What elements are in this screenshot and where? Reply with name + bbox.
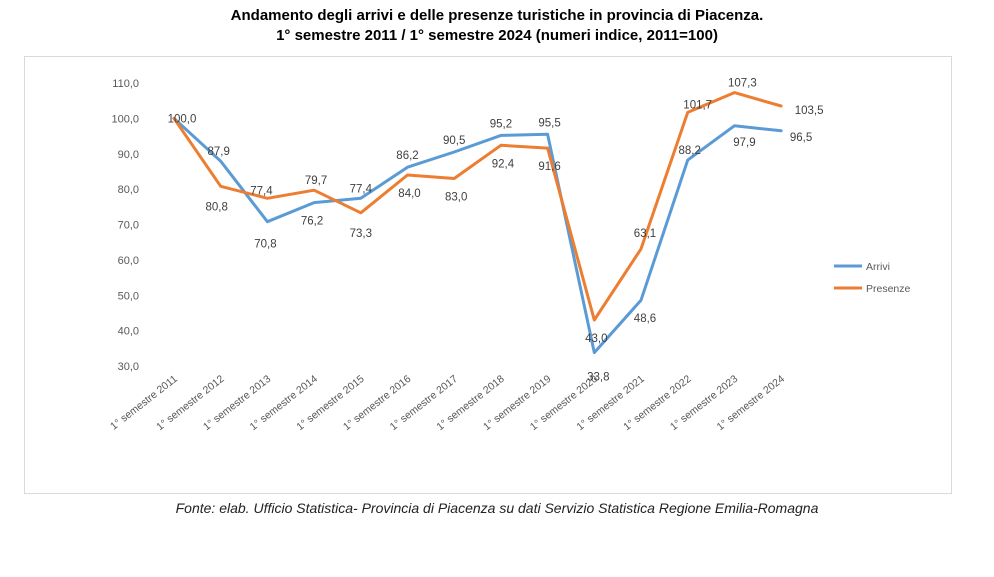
data-label-arrivi: 95,2 [490, 118, 512, 130]
data-label-presenze: 77,4 [250, 185, 273, 197]
data-label-presenze: 83,0 [445, 192, 467, 204]
data-label-presenze: 101,7 [683, 99, 712, 111]
y-tick-label: 80,0 [118, 184, 139, 196]
data-label-presenze: 80,8 [206, 201, 228, 213]
data-label-arrivi: 90,5 [443, 135, 465, 147]
data-label-presenze: 43,0 [585, 333, 607, 345]
data-label-arrivi: 48,6 [634, 313, 656, 325]
source-note: Fonte: elab. Ufficio Statistica- Provinc… [175, 500, 819, 516]
data-label-presenze: 73,3 [350, 228, 372, 240]
y-tick-label: 30,0 [118, 361, 139, 373]
data-label-arrivi: 33,8 [587, 372, 609, 384]
data-label-arrivi: 86,2 [396, 150, 418, 162]
series-lines [172, 91, 783, 355]
data-labels: 100,0 87,9 70,8 76,2 77,4 86,2 90,5 95,2 95,5 33,… [168, 78, 824, 384]
y-tick-label: 90,0 [118, 149, 139, 161]
data-label-arrivi: 95,5 [538, 117, 560, 129]
data-label-arrivi: 88,2 [679, 145, 701, 157]
legend-label-presenze: Presenze [866, 283, 911, 295]
chart-title-line1: Andamento degli arrivi e delle presenze … [230, 7, 764, 24]
series-line-presenze [172, 91, 783, 322]
data-label-presenze: 91,6 [538, 161, 560, 173]
data-label-presenze: 92,4 [492, 158, 515, 170]
data-label-presenze: 84,0 [398, 188, 420, 200]
y-tick-label: 110,0 [112, 78, 139, 90]
data-label-arrivi: 96,5 [790, 132, 812, 144]
series-line-arrivi [172, 116, 783, 355]
data-label-arrivi: 76,2 [301, 216, 323, 228]
y-tick-label: 60,0 [118, 255, 139, 267]
chart-title-line2: 1° semestre 2011 / 1° semestre 2024 (num… [276, 27, 718, 44]
y-tick-label: 100,0 [111, 113, 139, 125]
y-tick-label: 40,0 [118, 326, 139, 338]
y-tick-label: 70,0 [118, 220, 139, 232]
data-label-presenze: 107,3 [728, 78, 757, 90]
data-label-arrivi: 100,0 [168, 113, 197, 125]
data-label-arrivi: 97,9 [733, 137, 755, 149]
y-tick-label: 50,0 [118, 290, 139, 302]
data-label-presenze: 63,1 [634, 228, 656, 240]
legend: Arrivi Presenze [834, 261, 911, 295]
data-label-presenze: 103,5 [795, 105, 824, 117]
data-label-arrivi: 77,4 [350, 183, 373, 195]
data-label-arrivi: 70,8 [254, 239, 276, 251]
legend-label-arrivi: Arrivi [866, 261, 890, 273]
chart-frame [24, 56, 952, 494]
y-axis: 30,0 40,0 50,0 60,0 70,0 80,0 90,0 100,0 110,0 [111, 78, 139, 373]
data-label-presenze: 79,7 [305, 175, 327, 187]
data-label-arrivi: 87,9 [208, 146, 230, 158]
